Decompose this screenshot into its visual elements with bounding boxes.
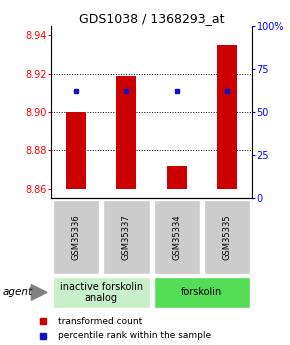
Text: GSM35337: GSM35337 bbox=[122, 214, 131, 260]
FancyBboxPatch shape bbox=[103, 200, 150, 275]
Text: GSM35335: GSM35335 bbox=[223, 214, 232, 260]
FancyBboxPatch shape bbox=[204, 200, 250, 275]
Text: inactive forskolin
analog: inactive forskolin analog bbox=[59, 282, 143, 303]
Text: GSM35336: GSM35336 bbox=[71, 214, 80, 260]
Bar bbox=[116, 76, 136, 189]
Polygon shape bbox=[31, 285, 47, 300]
Text: GSM35334: GSM35334 bbox=[172, 214, 181, 260]
Text: agent: agent bbox=[3, 287, 33, 297]
FancyBboxPatch shape bbox=[153, 277, 250, 308]
FancyBboxPatch shape bbox=[153, 200, 200, 275]
Text: transformed count: transformed count bbox=[58, 317, 142, 326]
Text: forskolin: forskolin bbox=[181, 287, 222, 297]
Bar bbox=[66, 112, 86, 189]
FancyBboxPatch shape bbox=[53, 200, 99, 275]
Bar bbox=[217, 45, 237, 189]
Text: percentile rank within the sample: percentile rank within the sample bbox=[58, 331, 211, 340]
FancyBboxPatch shape bbox=[53, 277, 150, 308]
Bar bbox=[167, 166, 187, 189]
Title: GDS1038 / 1368293_at: GDS1038 / 1368293_at bbox=[79, 12, 224, 25]
